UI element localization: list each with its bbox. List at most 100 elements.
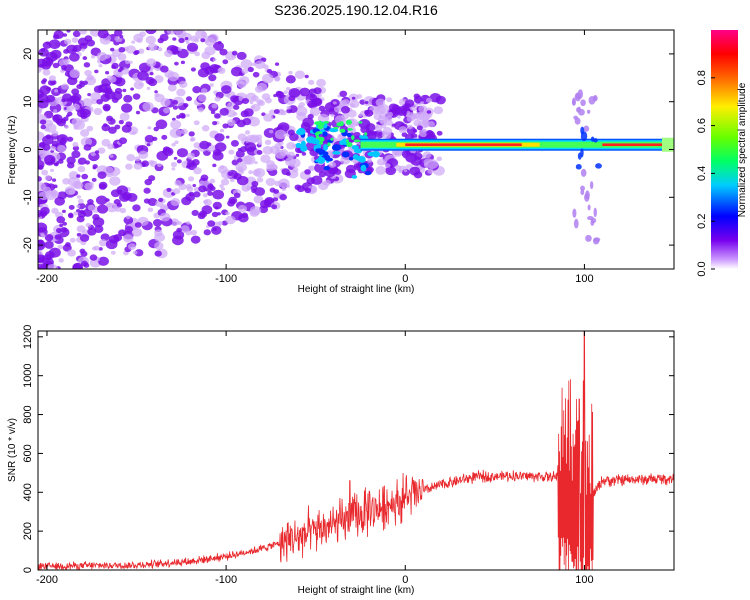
spectrogram-blob [38, 182, 46, 192]
spectrogram-blob [190, 229, 198, 236]
spectrogram-blob [264, 139, 272, 145]
spectrogram-blob [132, 250, 138, 255]
spectrogram-blob [323, 179, 331, 186]
spectrogram-blob [243, 154, 256, 165]
spectrogram-blob [178, 80, 188, 88]
spectrogram-blob [42, 143, 51, 151]
spectrogram-blob [146, 58, 157, 67]
spectrogram-blob [274, 76, 279, 81]
spectrogram-blob [77, 202, 86, 210]
spectrogram-blob [280, 110, 287, 116]
spectrogram-blob [42, 78, 48, 83]
spectrogram-blob [395, 106, 408, 117]
spectrogram-blob [162, 146, 171, 153]
colorbar-label: Normalized spectral amplitude [737, 82, 748, 217]
spectrogram-blob [117, 69, 122, 73]
spectrogram-blob [233, 192, 241, 199]
spectrogram-blob [62, 244, 72, 252]
spectrogram-blob [214, 133, 225, 142]
spectrogram-blob [96, 98, 103, 105]
spectrogram-blob [41, 233, 46, 238]
spectrogram-blob [353, 148, 363, 154]
spectrogram-blob [174, 61, 179, 66]
spectrogram-blob [349, 103, 356, 108]
spectrogram-blob [231, 50, 238, 56]
spectrogram-blob [55, 228, 62, 234]
spectrogram-blob [56, 216, 66, 224]
spectrogram-blob [351, 135, 355, 141]
spectrogram-blob [275, 90, 283, 97]
spectrogram-blob [242, 117, 252, 126]
spectrogram-blob [79, 30, 88, 35]
spectrogram-blob [77, 165, 86, 173]
spectrogram-blob [340, 106, 350, 114]
spectrogram-blob [212, 120, 218, 126]
spectrogram-blob [225, 215, 236, 225]
spectrogram-blob [403, 169, 408, 173]
spectrogram-blob [149, 71, 154, 76]
spectrogram-blob [315, 148, 323, 152]
spectrogram-image [38, 30, 674, 269]
spectrogram-blob [340, 156, 351, 165]
spectrogram-blob [251, 62, 256, 67]
spectrogram-blob [66, 156, 76, 165]
snr-y-ticks: 0 200 400 600 800 1000 1200 [22, 325, 674, 573]
spectrogram-blob [301, 152, 307, 156]
spectrogram-blob [105, 239, 118, 250]
spectrogram-blob [81, 173, 89, 180]
spectrogram-blob [274, 143, 282, 150]
spectrogram-blob [199, 140, 210, 150]
spectrogram-blob [341, 151, 350, 158]
spectrogram-blob [57, 144, 67, 153]
spectrogram-blob [114, 77, 126, 87]
spectrogram-blob [61, 98, 66, 103]
spectrogram-blob [72, 262, 84, 269]
spectrogram-blob [61, 209, 66, 213]
spectrogram-blob [366, 166, 372, 172]
spectrogram-blob [262, 73, 274, 84]
spectrogram-blob [319, 141, 324, 145]
spectrogram-x-tick-label: 0 [402, 273, 408, 285]
spectrogram-blob [212, 41, 225, 51]
spectrogram-blob [158, 197, 164, 202]
spectrogram-blob [367, 158, 373, 163]
spectrogram-blob [80, 260, 88, 267]
spectrogram-blob [176, 148, 189, 158]
spectrogram-blob [358, 113, 363, 117]
spectrogram-blob [176, 88, 186, 97]
spectrogram-blob [217, 165, 228, 174]
spectrogram-blob [137, 70, 149, 81]
spectrogram-blob [129, 60, 133, 64]
spectrogram-blob [171, 167, 176, 171]
snr-x-tick-label: 0 [402, 574, 408, 586]
spectrogram-blob [353, 139, 361, 143]
spectrogram-blob [154, 250, 162, 257]
spectrogram-blob [425, 97, 433, 103]
spectrogram-blob [201, 125, 210, 132]
snr-y-tick-label: 200 [22, 522, 34, 540]
spectrogram-blob [72, 145, 80, 151]
spectrogram-blob [80, 113, 88, 120]
spectrogram-blob [53, 109, 58, 113]
spectrogram-blob [84, 69, 92, 77]
spectrogram-blob [86, 125, 94, 132]
spectrogram-blob [385, 166, 397, 176]
spectrogram-blob [90, 151, 96, 157]
spectrogram-blob [172, 188, 181, 195]
spectrogram-blob [330, 113, 335, 117]
spectrogram-blob [322, 131, 328, 137]
spectrogram-blob [398, 126, 407, 134]
spectrogram-blob [573, 218, 579, 229]
spectrogram-blob [297, 104, 302, 109]
spectrogram-blob [407, 124, 413, 130]
spectrogram-blob [394, 165, 402, 172]
spectrogram-blob [124, 30, 126, 31]
spectrogram-blob [385, 119, 393, 126]
spectrogram-blob [315, 135, 320, 140]
spectrogram-blob [197, 107, 204, 113]
spectrogram-y-tick-label: -20 [22, 237, 34, 253]
spectrogram-blob [585, 190, 590, 200]
spectrogram-blob [178, 183, 187, 191]
spectrogram-blob [104, 70, 110, 75]
